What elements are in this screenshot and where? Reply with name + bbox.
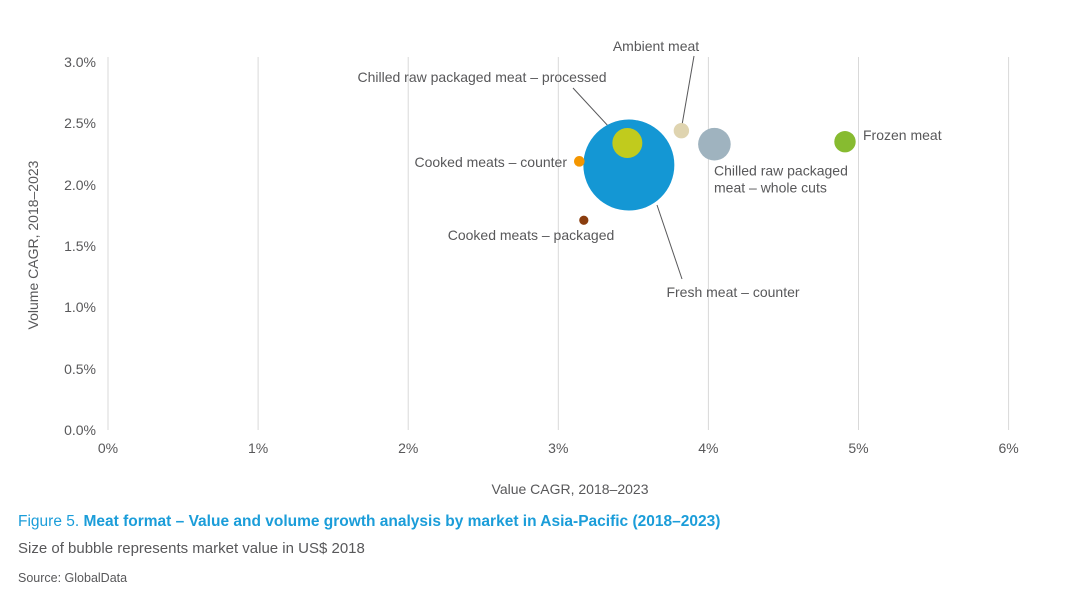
figure-number: Figure 5. [18,513,80,530]
y-tick-2.5%: 2.5% [64,115,96,132]
bubble-chilled-raw-packaged-meat-whole-cuts [698,127,731,161]
x-tick-1%: 1% [247,440,269,456]
figure-title: Meat format – Value and volume growth an… [83,513,721,530]
x-axis-title: Value CAGR, 2018–2023 [491,481,649,497]
annotation-chilled-raw-packaged-meat-processed: Chilled raw packaged meat – processed [357,68,607,85]
annotation-ambient-meat: Ambient meat [612,37,700,54]
y-tick-0.5%: 0.5% [64,360,96,377]
bubble-frozen-meat [834,131,856,153]
y-tick-1.0%: 1.0% [64,299,96,316]
bubble-ambient-meat [673,122,690,139]
x-tick-3%: 3% [548,440,569,456]
x-tick-0%: 0% [97,440,119,456]
x-tick-2%: 2% [398,440,419,456]
x-tick-4%: 4% [698,440,719,456]
leader-line-2 [656,204,683,280]
annotation-cooked-meats-packaged: Cooked meats – packaged [447,226,615,243]
figure-caption: Figure 5. Meat format – Value and volume… [18,513,720,531]
figure-source: Source: GlobalData [18,571,128,585]
annotation-frozen-meat: Frozen meat [863,126,942,143]
annotation-chilled-raw-packaged-meat-whole-cuts: Chilled raw packaged meat – whole cuts [714,162,848,196]
x-tick-5%: 5% [848,440,869,456]
annotation-cooked-meats-counter: Cooked meats – counter [414,153,567,170]
annotation-fresh-meat-counter: Fresh meat – counter [666,283,800,300]
leader-line-1 [681,55,695,126]
y-tick-3.0%: 3.0% [64,53,96,70]
bubble-cooked-meats-counter [574,156,585,167]
x-tick-6%: 6% [998,440,1019,456]
bubble-fresh-meat-counter [583,119,675,211]
y-tick-1.5%: 1.5% [64,237,96,254]
y-tick-0.0%: 0.0% [64,422,96,438]
y-axis-title: Volume CAGR, 2018–2023 [25,160,41,330]
y-tick-2.0%: 2.0% [64,176,96,193]
bubble-cooked-meats-packaged [579,215,589,225]
bubble-chilled-raw-packaged-meat-processed [612,127,643,158]
figure-subtitle: Size of bubble represents market value i… [18,540,365,557]
